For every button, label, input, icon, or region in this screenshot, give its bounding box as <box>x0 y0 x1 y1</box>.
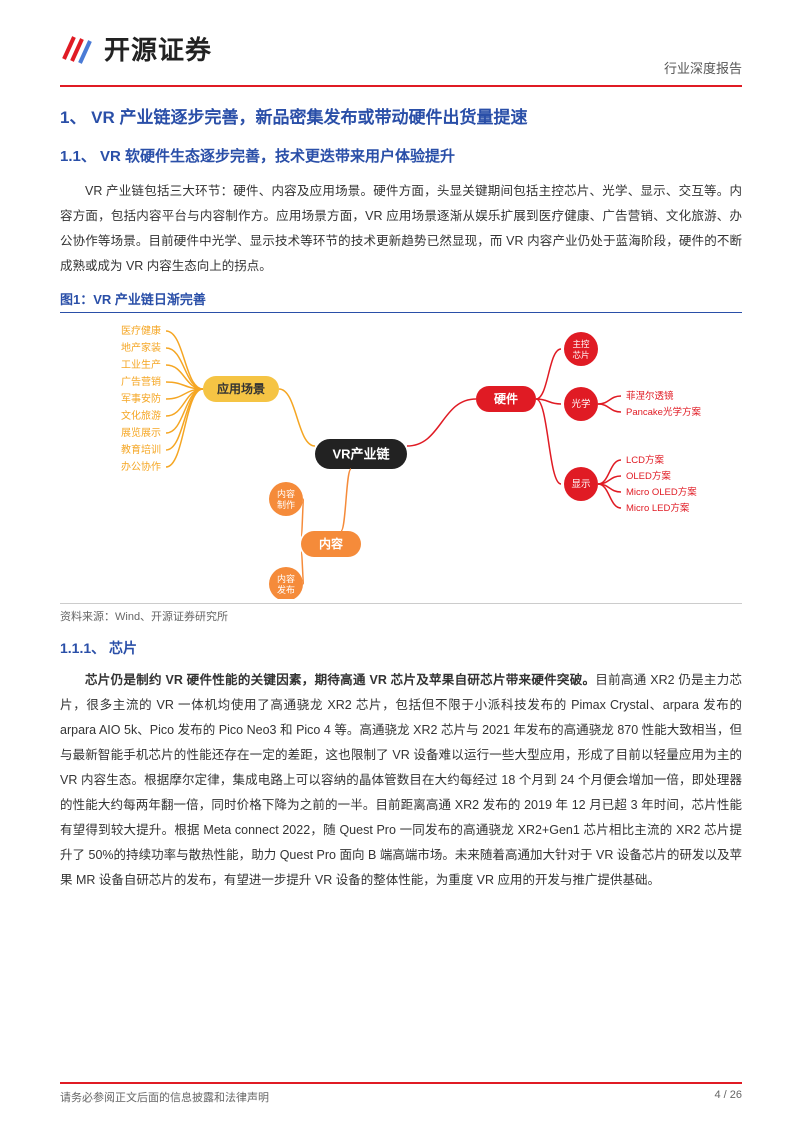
svg-text:Pancake光学方案: Pancake光学方案 <box>626 406 701 418</box>
heading-1-1: 1.1、 VR 软硬件生态逐步完善，技术更迭带来用户体验提升 <box>60 145 742 169</box>
figure-1-diagram: VR产业链 应用场景 医疗健康地产家装工业生产广告营销军事安防文化旅游展览展示教育培… <box>60 319 742 599</box>
svg-text:应用场景: 应用场景 <box>217 381 265 396</box>
footer-disclaimer: 请务必参阅正文后面的信息披露和法律声明 <box>60 1089 269 1105</box>
para-2-bold: 芯片仍是制约 VR 硬件性能的关键因素，期待高通 VR 芯片及苹果自研芯片带来硬… <box>85 673 595 687</box>
figure-1-title: 图1：VR 产业链日渐完善 <box>60 289 742 308</box>
svg-text:光学: 光学 <box>571 398 590 410</box>
page-footer: 请务必参阅正文后面的信息披露和法律声明 4 / 26 <box>60 1082 742 1105</box>
svg-text:广告营销: 广告营销 <box>121 375 161 388</box>
svg-text:Micro OLED方案: Micro OLED方案 <box>626 486 697 498</box>
company-logo: 开源证券 <box>60 30 212 67</box>
heading-1-1-1: 1.1.1、 芯片 <box>60 638 742 658</box>
svg-text:办公协作: 办公协作 <box>121 460 161 473</box>
svg-text:硬件: 硬件 <box>494 391 518 406</box>
svg-text:芯片: 芯片 <box>572 350 589 360</box>
svg-text:Micro LED方案: Micro LED方案 <box>626 502 690 514</box>
figure-1-bottom-rule <box>60 603 742 604</box>
para-2-rest: 目前高通 XR2 仍是主力芯片，很多主流的 VR 一体机均使用了高通骁龙 XR2… <box>60 673 742 887</box>
svg-text:内容: 内容 <box>319 536 343 551</box>
svg-text:VR产业链: VR产业链 <box>332 446 390 461</box>
heading-1: 1、 VR 产业链逐步完善，新品密集发布或带动硬件出货量提速 <box>60 105 742 131</box>
svg-text:展览展示: 展览展示 <box>121 426 161 439</box>
header-rule <box>60 85 742 87</box>
page-header: 开源证券 行业深度报告 <box>60 30 742 77</box>
doc-type-label: 行业深度报告 <box>664 58 742 77</box>
svg-text:教育培训: 教育培训 <box>121 443 161 456</box>
footer-rule <box>60 1082 742 1084</box>
footer-page-number: 4 / 26 <box>714 1089 742 1105</box>
svg-text:OLED方案: OLED方案 <box>626 470 671 482</box>
para-2: 芯片仍是制约 VR 硬件性能的关键因素，期待高通 VR 芯片及苹果自研芯片带来硬… <box>60 668 742 893</box>
logo-icon <box>60 31 96 67</box>
svg-text:军事安防: 军事安防 <box>121 392 161 405</box>
svg-text:菲涅尔透镜: 菲涅尔透镜 <box>626 390 674 402</box>
svg-text:地产家装: 地产家装 <box>121 341 161 354</box>
company-name: 开源证券 <box>104 30 212 67</box>
svg-text:内容: 内容 <box>277 573 295 584</box>
svg-text:内容: 内容 <box>277 488 295 499</box>
figure-1-source: 资料来源：Wind、开源证券研究所 <box>60 608 742 624</box>
svg-text:制作: 制作 <box>277 499 295 510</box>
svg-text:医疗健康: 医疗健康 <box>121 324 161 337</box>
svg-text:主控: 主控 <box>572 339 590 349</box>
svg-text:LCD方案: LCD方案 <box>626 454 665 466</box>
svg-text:文化旅游: 文化旅游 <box>121 409 161 422</box>
svg-text:显示: 显示 <box>571 479 590 490</box>
figure-1-top-rule <box>60 312 742 313</box>
svg-text:发布: 发布 <box>277 584 295 595</box>
svg-text:工业生产: 工业生产 <box>121 358 161 371</box>
para-1: VR 产业链包括三大环节：硬件、内容及应用场景。硬件方面，头显关键期间包括主控芯… <box>60 179 742 279</box>
